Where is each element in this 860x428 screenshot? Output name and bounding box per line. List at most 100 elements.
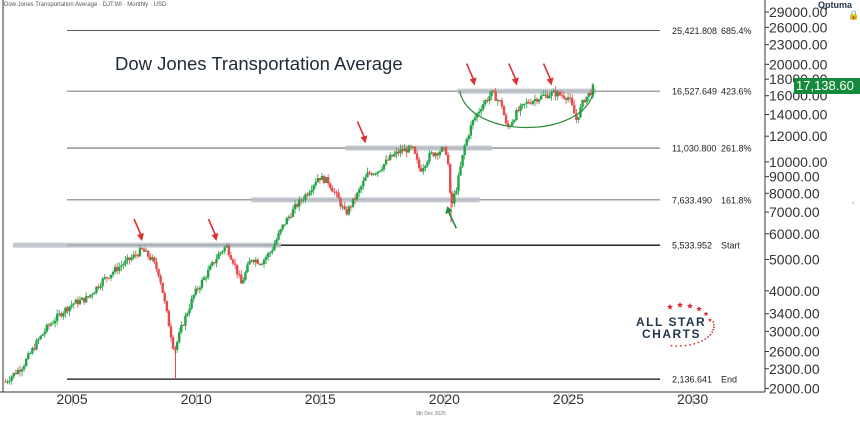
candle-body [333, 191, 336, 193]
candle-body [248, 261, 251, 265]
candle-body [362, 180, 365, 187]
candle-body [157, 269, 160, 276]
candle-body [498, 100, 502, 102]
fib-level-ratio: 161.8% [721, 195, 752, 205]
allstar-logo: ALL STAR CHARTS [636, 301, 715, 347]
candle-body [496, 100, 499, 102]
candle-body [411, 146, 415, 148]
candle-body [254, 259, 257, 263]
candle-body [382, 164, 386, 170]
candle-body [366, 172, 369, 178]
candle-body [99, 286, 102, 288]
candle-body [138, 248, 142, 257]
support-arrow [447, 210, 458, 229]
candle-body [223, 247, 226, 252]
candle-body [393, 153, 396, 157]
candle-body [89, 294, 92, 298]
x-tick-label: 2030 [677, 391, 708, 407]
candle-body [544, 94, 547, 96]
candle-body [374, 173, 377, 175]
candle-body [399, 149, 402, 154]
candle-body [190, 298, 193, 309]
candle-body [186, 313, 189, 316]
fib-level-value: 5,533.952 [672, 241, 712, 251]
logo-dot [689, 343, 691, 346]
candle-body [132, 254, 135, 258]
axis-collapse-icon[interactable]: ‹ [852, 200, 855, 207]
resistance-arrow [508, 63, 517, 80]
candle-body [347, 206, 351, 215]
y-tick-label: 4000.00 [769, 283, 820, 299]
candle-body [440, 147, 444, 152]
candle-body [204, 277, 208, 279]
resistance-arrowhead [511, 77, 519, 86]
candle-body [552, 90, 555, 93]
candle-body [566, 97, 570, 100]
candle-body [438, 151, 442, 156]
candle-body [159, 275, 162, 283]
logo-star [707, 317, 713, 322]
candle-body [130, 257, 133, 260]
candle-body [500, 100, 504, 107]
candle-body [155, 262, 158, 270]
candle-body [465, 139, 468, 146]
candle-body [519, 105, 522, 112]
candle-body [546, 94, 549, 99]
candle-body [351, 198, 355, 207]
resistance-arrow [133, 218, 142, 236]
candle-body [341, 206, 344, 208]
y-tick-label: 14000.00 [769, 107, 828, 123]
resistance-arrowhead [136, 233, 144, 242]
candle-body [12, 372, 15, 377]
candle-body [66, 307, 69, 312]
candle-body [153, 257, 156, 263]
candle-body [523, 103, 526, 105]
logo-dot [707, 336, 710, 338]
candle-body [213, 262, 216, 264]
logo-star [676, 301, 684, 308]
candle-body [240, 274, 243, 284]
candle-body [556, 91, 559, 97]
candle-body [349, 206, 353, 208]
candle-body [322, 175, 326, 183]
logo-star [703, 311, 709, 317]
candle-body [467, 135, 471, 140]
candle-body [426, 161, 429, 166]
candle-body [304, 194, 307, 200]
candle-body [107, 277, 111, 279]
y-tick-label: 3000.00 [769, 323, 820, 339]
candle-body [47, 324, 51, 326]
x-tick-label: 2005 [56, 391, 87, 407]
candle-body [217, 253, 220, 260]
candle-body [37, 339, 40, 341]
candle-body [490, 90, 493, 97]
candle-body [31, 348, 34, 354]
candle-body [571, 98, 574, 106]
resistance-arrow [356, 121, 366, 138]
candle-body [51, 323, 55, 325]
candle-body [192, 294, 195, 299]
candle-body [575, 113, 578, 120]
candle-body [583, 100, 586, 103]
candle-body [542, 95, 545, 97]
candle-body [314, 182, 317, 186]
fib-level-ratio: 685.4% [721, 26, 752, 36]
candle-body [233, 263, 237, 265]
candle-body [41, 334, 44, 336]
optuma-logo: Optuma [818, 0, 853, 10]
candle-body [331, 187, 334, 192]
resistance-zone [345, 145, 492, 151]
logo-dot [704, 338, 707, 340]
candle-body [577, 117, 580, 120]
candle-body [364, 177, 367, 181]
candle-body [211, 262, 214, 266]
candle-body [87, 296, 90, 298]
lock-icon[interactable]: 🔒 [848, 10, 860, 20]
x-tick-label: 2025 [553, 391, 584, 407]
candle-body [420, 168, 423, 172]
candle-body [289, 216, 293, 218]
candle-body [149, 256, 152, 260]
logo-dot [693, 342, 696, 345]
y-tick-label: 9000.00 [769, 169, 820, 185]
